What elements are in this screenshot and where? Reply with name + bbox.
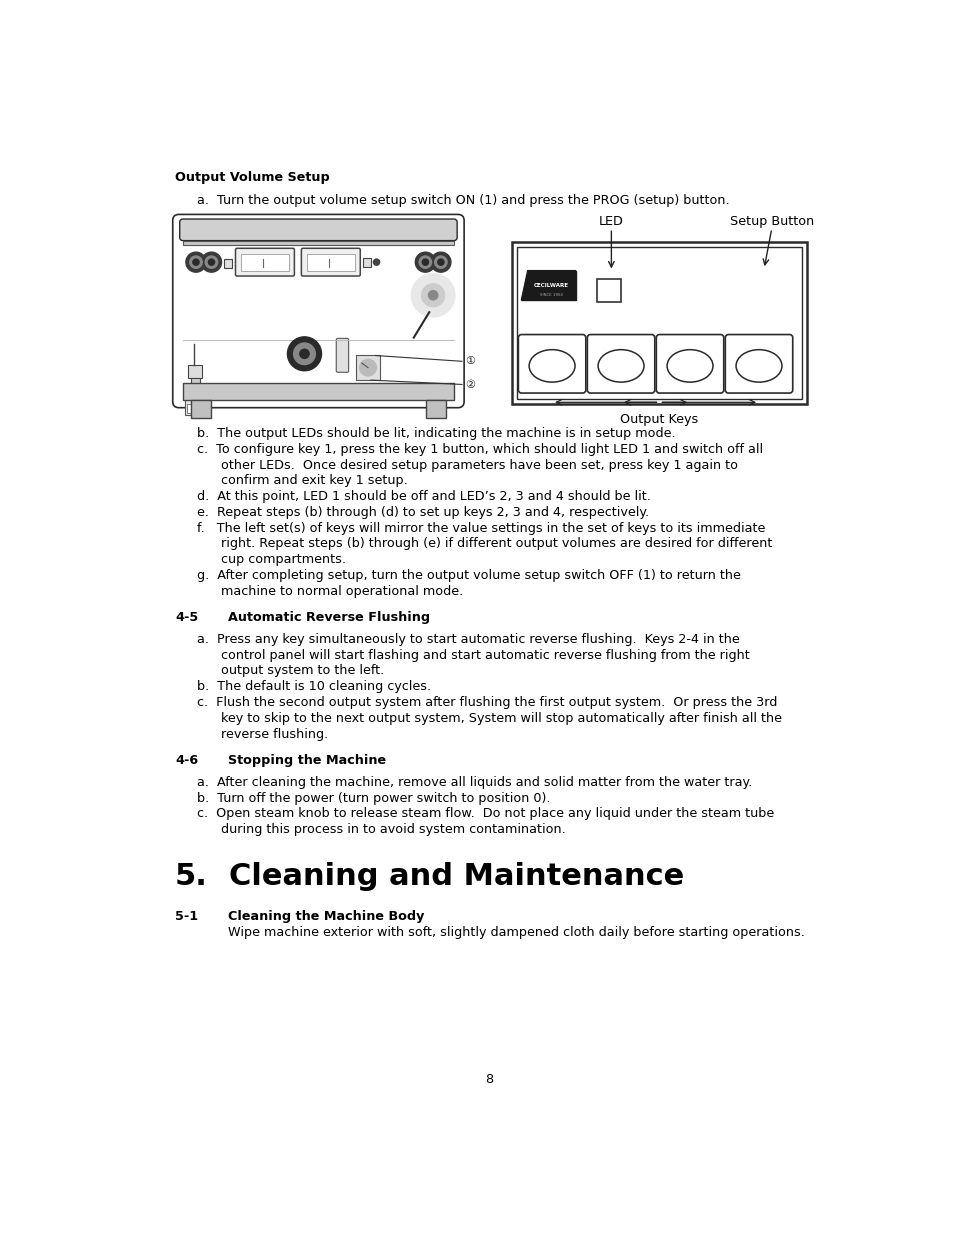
Text: Wipe machine exterior with soft, slightly dampened cloth daily before starting o: Wipe machine exterior with soft, slightl… xyxy=(228,925,803,939)
Text: confirm and exit key 1 setup.: confirm and exit key 1 setup. xyxy=(196,474,407,488)
FancyBboxPatch shape xyxy=(172,215,464,408)
Bar xyxy=(355,356,380,380)
Bar xyxy=(426,400,446,419)
Circle shape xyxy=(746,272,781,305)
Text: a.  After cleaning the machine, remove all liquids and solid matter from the wat: a. After cleaning the machine, remove al… xyxy=(196,776,751,789)
Circle shape xyxy=(431,252,451,272)
Circle shape xyxy=(421,284,444,306)
Text: cup compartments.: cup compartments. xyxy=(196,553,345,566)
FancyBboxPatch shape xyxy=(179,219,456,241)
Text: f.   The left set(s) of keys will mirror the value settings in the set of keys t: f. The left set(s) of keys will mirror t… xyxy=(196,521,764,535)
Bar xyxy=(363,258,371,267)
Text: e.  Repeat steps (b) through (d) to set up keys 2, 3 and 4, respectively.: e. Repeat steps (b) through (d) to set u… xyxy=(196,506,648,519)
Text: 5-1: 5-1 xyxy=(174,910,198,923)
Circle shape xyxy=(201,252,221,272)
Text: reverse flushing.: reverse flushing. xyxy=(196,727,328,741)
Circle shape xyxy=(190,256,202,268)
FancyBboxPatch shape xyxy=(517,335,585,393)
Bar xyxy=(517,247,801,399)
Circle shape xyxy=(359,359,376,377)
Text: c.  To configure key 1, press the key 1 button, which should light LED 1 and swi: c. To configure key 1, press the key 1 b… xyxy=(196,442,762,456)
Ellipse shape xyxy=(736,350,781,382)
Circle shape xyxy=(415,252,435,272)
Text: b.  The default is 10 cleaning cycles.: b. The default is 10 cleaning cycles. xyxy=(196,680,431,693)
Text: CECILWARE: CECILWARE xyxy=(534,283,569,288)
Text: ②: ② xyxy=(464,379,475,389)
Text: b.  The output LEDs should be lit, indicating the machine is in setup mode.: b. The output LEDs should be lit, indica… xyxy=(196,427,675,440)
Text: d.  At this point, LED 1 should be off and LED’s 2, 3 and 4 should be lit.: d. At this point, LED 1 should be off an… xyxy=(196,490,650,503)
Text: Cleaning the Machine Body: Cleaning the Machine Body xyxy=(228,910,424,923)
Bar xyxy=(187,404,207,412)
Circle shape xyxy=(186,252,206,272)
Ellipse shape xyxy=(529,350,575,382)
Text: 4-6: 4-6 xyxy=(174,755,198,767)
Circle shape xyxy=(205,256,217,268)
Bar xyxy=(597,279,620,303)
Circle shape xyxy=(422,259,428,266)
Polygon shape xyxy=(521,270,575,300)
Text: Output Volume Setup: Output Volume Setup xyxy=(174,170,330,184)
Circle shape xyxy=(208,259,214,266)
Circle shape xyxy=(437,259,443,266)
Text: right. Repeat steps (b) through (e) if different output volumes are desired for : right. Repeat steps (b) through (e) if d… xyxy=(196,537,771,551)
Text: 5.: 5. xyxy=(174,862,208,890)
FancyBboxPatch shape xyxy=(235,248,294,275)
Bar xyxy=(191,378,199,391)
Bar xyxy=(512,242,806,404)
Text: Automatic Reverse Flushing: Automatic Reverse Flushing xyxy=(228,611,430,625)
Text: b.  Turn off the power (turn power switch to position 0).: b. Turn off the power (turn power switch… xyxy=(196,792,550,804)
Text: c.  Open steam knob to release steam flow.  Do not place any liquid under the st: c. Open steam knob to release steam flow… xyxy=(196,808,773,820)
Text: Output Keys: Output Keys xyxy=(619,412,698,426)
Text: control panel will start flashing and start automatic reverse flushing from the : control panel will start flashing and st… xyxy=(196,648,749,662)
Text: a.  Press any key simultaneously to start automatic reverse flushing.  Keys 2-4 : a. Press any key simultaneously to start… xyxy=(196,632,739,646)
Circle shape xyxy=(299,350,309,358)
Circle shape xyxy=(418,256,431,268)
FancyBboxPatch shape xyxy=(656,335,723,393)
Bar xyxy=(188,364,202,378)
Bar xyxy=(224,259,232,268)
Text: SINCE 1954: SINCE 1954 xyxy=(539,293,562,298)
Text: Stopping the Machine: Stopping the Machine xyxy=(228,755,385,767)
Bar xyxy=(191,400,211,419)
Text: 4-5: 4-5 xyxy=(174,611,198,625)
Circle shape xyxy=(411,274,455,317)
Bar xyxy=(241,253,289,270)
FancyBboxPatch shape xyxy=(587,335,654,393)
Text: Setup Button: Setup Button xyxy=(729,215,813,228)
Circle shape xyxy=(435,256,447,268)
Circle shape xyxy=(294,343,315,364)
Text: machine to normal operational mode.: machine to normal operational mode. xyxy=(196,585,462,598)
FancyBboxPatch shape xyxy=(335,338,348,372)
Ellipse shape xyxy=(666,350,712,382)
Text: 8: 8 xyxy=(484,1073,493,1086)
Text: output system to the left.: output system to the left. xyxy=(196,664,384,678)
FancyBboxPatch shape xyxy=(301,248,360,275)
Circle shape xyxy=(428,290,437,300)
Text: during this process in to avoid system contamination.: during this process in to avoid system c… xyxy=(196,823,565,836)
Ellipse shape xyxy=(598,350,643,382)
Text: ①: ① xyxy=(464,357,475,367)
Bar xyxy=(183,383,454,400)
Circle shape xyxy=(287,337,321,370)
Bar xyxy=(183,241,454,246)
Circle shape xyxy=(193,259,199,266)
Text: other LEDs.  Once desired setup parameters have been set, press key 1 again to: other LEDs. Once desired setup parameter… xyxy=(196,458,737,472)
Circle shape xyxy=(373,259,379,266)
FancyBboxPatch shape xyxy=(724,335,792,393)
Text: Cleaning and Maintenance: Cleaning and Maintenance xyxy=(229,862,684,890)
Text: g.  After completing setup, turn the output volume setup switch OFF (1) to retur: g. After completing setup, turn the outp… xyxy=(196,569,740,582)
Text: a.  Turn the output volume setup switch ON (1) and press the PROG (setup) button: a. Turn the output volume setup switch O… xyxy=(196,194,729,207)
Text: c.  Flush the second output system after flushing the first output system.  Or p: c. Flush the second output system after … xyxy=(196,697,777,709)
Text: key to skip to the next output system, System will stop automatically after fini: key to skip to the next output system, S… xyxy=(196,711,781,725)
Text: LED: LED xyxy=(598,215,623,228)
Bar xyxy=(307,253,355,270)
Bar xyxy=(185,393,208,415)
